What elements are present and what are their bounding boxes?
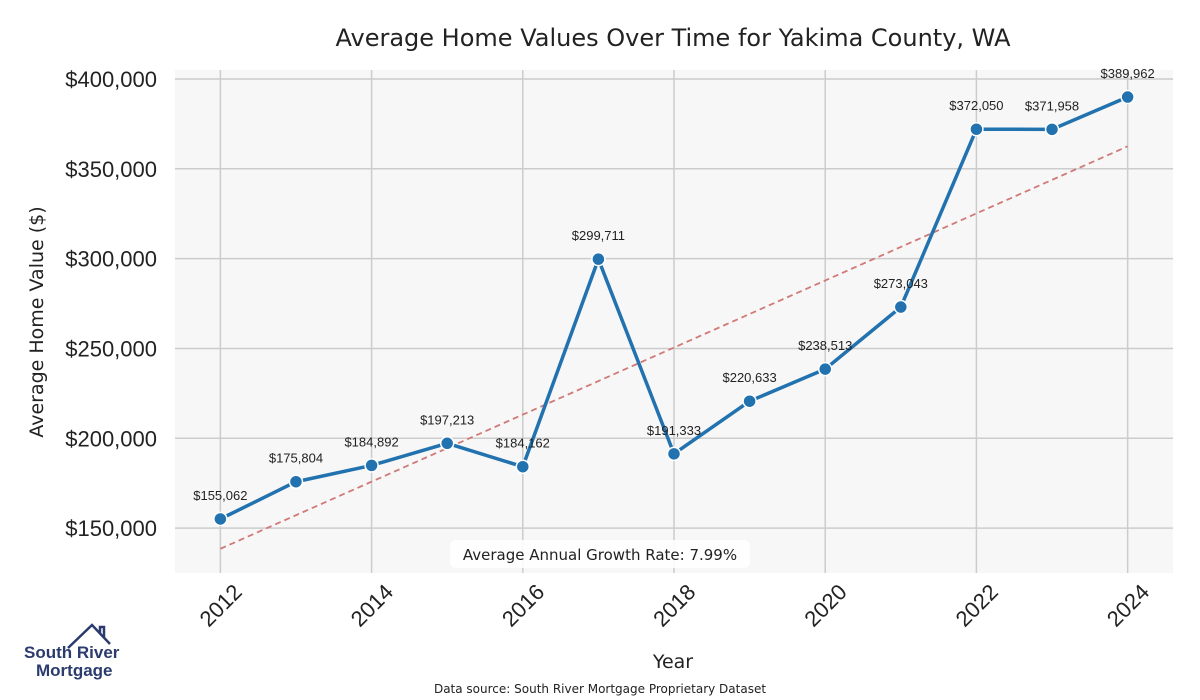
data-label: $184,892: [344, 434, 398, 449]
data-label: $220,633: [722, 370, 776, 385]
trend-line: [219, 145, 1129, 550]
data-label: $371,958: [1025, 98, 1079, 113]
data-label: $155,062: [193, 488, 247, 503]
logo-text-mortgage: Mortgage: [36, 661, 113, 680]
data-label: $389,962: [1101, 66, 1155, 81]
x-tick-label: 2016: [497, 579, 549, 631]
annotation-box: [450, 540, 750, 568]
data-point: [893, 299, 909, 315]
y-axis-ticks: $150,000 $200,000 $250,000 $300,000 $350,000…: [65, 67, 157, 541]
y-tick-label: $400,000: [65, 67, 157, 92]
company-logo: South River Mortgage: [24, 623, 120, 680]
growth-rate-annotation: Average Annual Growth Rate: 7.99%: [463, 546, 737, 564]
data-point: [1120, 89, 1135, 105]
x-tick-label: 2018: [648, 579, 700, 631]
y-tick-label: $250,000: [65, 336, 157, 361]
data-labels: $155,062 $175,804 $184,892 $197,213 $184,162…: [193, 66, 1155, 503]
chart-title: Average Home Values Over Time for Yakima…: [336, 24, 1012, 52]
y-tick-label: $200,000: [65, 426, 157, 451]
data-label: $184,162: [496, 436, 550, 451]
data-point: [439, 436, 455, 451]
x-tick-label: 2024: [1102, 579, 1154, 631]
data-point: [1044, 122, 1060, 137]
data-label: $238,513: [798, 338, 852, 353]
y-axis-label: Average Home Value ($): [26, 206, 48, 437]
data-point: [591, 251, 606, 267]
x-tick-label: 2012: [195, 579, 247, 631]
data-label: $273,043: [874, 276, 928, 291]
y-tick-label: $350,000: [65, 157, 157, 182]
data-point: [969, 121, 984, 137]
data-point: [288, 474, 304, 489]
data-label: $197,213: [420, 412, 474, 427]
logo-text-south-river: South River: [24, 643, 120, 662]
data-label: $372,050: [949, 98, 1003, 113]
x-tick-label: 2022: [951, 579, 1003, 631]
data-point: [817, 361, 833, 377]
data-source-note: Data source: South River Mortgage Propri…: [434, 682, 766, 696]
data-point: [364, 458, 379, 473]
data-point: [515, 459, 531, 474]
y-tick-label: $150,000: [65, 516, 157, 541]
data-point: [666, 446, 682, 462]
house-roof-icon: [67, 623, 111, 649]
x-axis-ticks: 2012 2014 2016 2018 2020 2022 2024: [195, 579, 1155, 631]
y-tick-label: $300,000: [65, 247, 157, 272]
data-label: $175,804: [269, 451, 323, 466]
data-label: $191,333: [647, 423, 701, 438]
data-point: [742, 393, 757, 409]
data-points: [213, 89, 1135, 527]
x-tick-label: 2020: [799, 579, 851, 631]
data-label: $299,711: [572, 228, 625, 243]
x-tick-label: 2014: [346, 579, 398, 631]
x-axis-label: Year: [652, 651, 693, 673]
data-point: [213, 511, 228, 527]
